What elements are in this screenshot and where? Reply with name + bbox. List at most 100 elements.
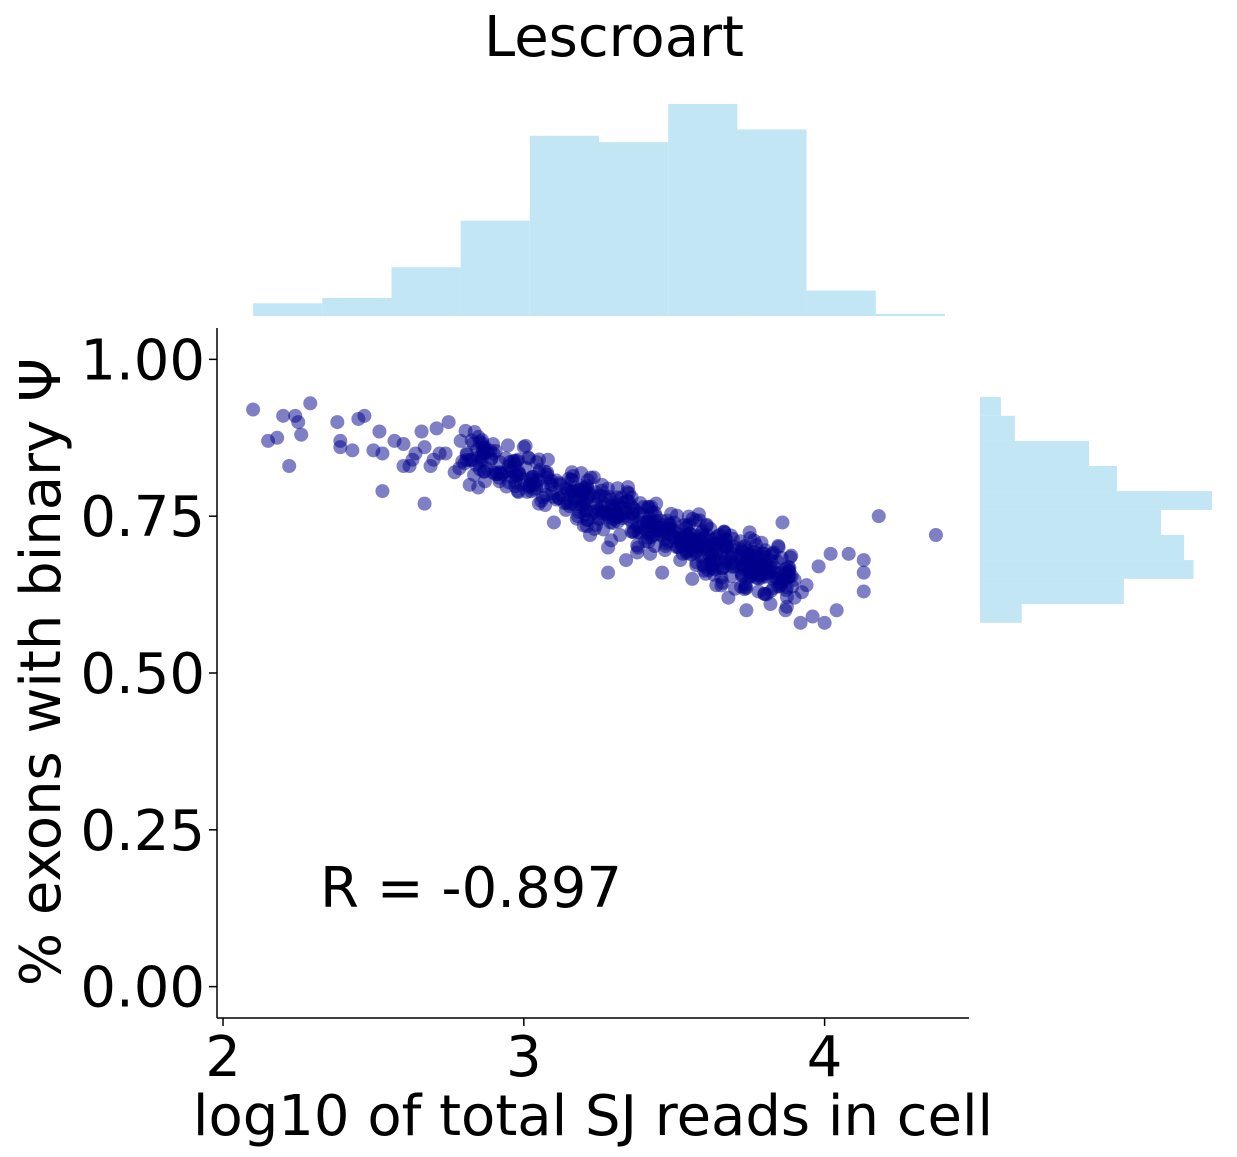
scatter-point (372, 424, 387, 439)
scatter-point (747, 533, 762, 548)
right-hist-bar-7 (980, 440, 1090, 466)
scatter-point (417, 496, 432, 511)
scatter-point (738, 580, 753, 595)
scatter-point (641, 515, 656, 530)
scatter-point (604, 533, 619, 548)
right-hist-bar-0 (980, 604, 1022, 623)
scatter-point (811, 559, 826, 574)
scatter-point (676, 518, 691, 533)
right-hist-bar-5 (980, 491, 1212, 510)
scatter-point (751, 565, 766, 580)
scatter-point (539, 487, 554, 502)
scatter-point (414, 424, 429, 439)
scatter-point (291, 415, 306, 430)
scatter-point (552, 476, 567, 491)
scatter-point (702, 556, 717, 571)
scatter-point (522, 478, 537, 493)
scatter-point (592, 512, 607, 527)
scatter-point (563, 496, 578, 511)
scatter-point (699, 528, 714, 543)
scatter-point (630, 538, 645, 553)
scatter-point (276, 408, 291, 423)
scatter-point (640, 530, 655, 545)
scatter-point (518, 438, 533, 453)
scatter-point (928, 528, 943, 542)
scatter-point (469, 457, 484, 472)
right-hist-bar-9 (980, 397, 1001, 416)
scatter-point (455, 454, 470, 469)
scatter-point (564, 472, 579, 487)
x-tick-label: 4 (807, 1025, 843, 1090)
scatter-point (856, 553, 871, 568)
scatter-point (396, 437, 411, 452)
top-hist-bar-8 (806, 290, 876, 316)
scatter-point (438, 446, 453, 461)
scatter-point (793, 615, 808, 630)
scatter-point (775, 515, 790, 530)
scatter-point (429, 421, 444, 436)
scatter-point (282, 459, 297, 473)
right-hist-bar-6 (980, 466, 1117, 492)
top-hist-bar-1 (322, 297, 392, 316)
top-hist-bar-7 (737, 129, 807, 316)
scatter-point (357, 408, 372, 423)
right-hist-bar-1 (980, 578, 1124, 604)
scatter-point (476, 440, 491, 455)
scatter-point (757, 586, 772, 601)
scatter-point (552, 491, 567, 506)
right-hist-bar-2 (980, 560, 1194, 579)
correlation-annotation: R = -0.897 (320, 856, 622, 921)
right-marginal-histogram (980, 397, 1212, 623)
scatter-point (688, 513, 703, 528)
scatter-points (246, 396, 943, 630)
scatter-point (856, 584, 871, 599)
scatter-point (375, 446, 390, 461)
scatter-point (774, 577, 789, 592)
scatter-point (605, 501, 620, 516)
scatter-point (488, 443, 503, 458)
scatter-point (624, 498, 639, 513)
scatter-point (507, 456, 522, 471)
scatter-point (717, 525, 732, 540)
scatter-point (643, 499, 658, 514)
top-hist-bar-9 (875, 313, 945, 316)
y-tick-label: 0.75 (80, 485, 205, 550)
scatter-point (657, 543, 672, 558)
scatter-point (579, 503, 594, 518)
y-axis-label: % exons with binary Ψ (9, 358, 74, 986)
x-tick-label: 2 (205, 1025, 241, 1090)
y-tick-label: 0.50 (80, 642, 205, 707)
scatter-point (565, 484, 580, 499)
scatter-point (771, 540, 786, 555)
top-hist-bar-2 (391, 267, 461, 316)
x-axis-label: log10 of total SJ reads in cell (193, 1084, 993, 1149)
scatter-point (871, 509, 886, 524)
scatter-point (417, 440, 432, 455)
scatter-point (375, 484, 390, 499)
scatter-point (714, 578, 729, 593)
top-hist-bar-3 (460, 220, 530, 316)
scatter-point (817, 615, 832, 630)
scatter-point (805, 609, 820, 624)
scatter-point (500, 438, 515, 453)
top-marginal-histogram (253, 104, 945, 316)
top-hist-bar-0 (253, 303, 323, 316)
scatter-point (685, 571, 700, 586)
scatter-point (577, 480, 592, 495)
scatter-point (779, 599, 794, 614)
scatter-point (591, 489, 606, 504)
scatter-point (606, 512, 621, 527)
scatter-point (662, 526, 677, 541)
scatter-point (610, 481, 625, 496)
scatter-point (246, 402, 261, 417)
scatter-point (740, 558, 755, 573)
scatter-point (651, 526, 666, 541)
scatter-point (784, 568, 799, 583)
scatter-point (294, 427, 309, 442)
scatter-point (458, 423, 473, 438)
scatter-point (655, 565, 670, 580)
y-axis-ticks: 0.00 0.25 0.50 0.75 1.00 (80, 328, 217, 1021)
scatter-point (345, 443, 360, 458)
top-hist-bar-6 (668, 104, 738, 316)
